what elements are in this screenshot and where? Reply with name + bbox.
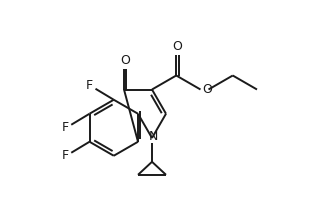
Text: O: O xyxy=(172,40,182,52)
Text: O: O xyxy=(120,53,130,67)
Text: F: F xyxy=(62,149,69,162)
Text: F: F xyxy=(86,79,93,92)
Text: O: O xyxy=(203,83,213,96)
Text: F: F xyxy=(62,121,69,134)
Text: N: N xyxy=(148,130,158,144)
